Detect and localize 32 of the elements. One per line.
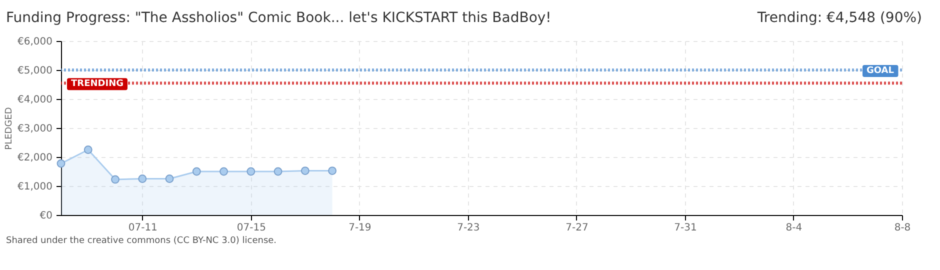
point [84, 146, 92, 154]
x-tick-label: 07-15 [236, 222, 266, 234]
y-axis-title: PLEDGED [4, 107, 15, 150]
point [274, 167, 282, 176]
x-tick-label: 7-31 [674, 222, 697, 234]
x-tick-label: 8-4 [786, 222, 802, 234]
point [300, 166, 310, 175]
chart-subtitle: Trending: €4,548 (90%) [757, 10, 922, 28]
point [111, 175, 120, 184]
text: Shared under the creative commons (CC BY-NC 3.0) license. [5, 236, 278, 246]
ref-line-label: TRENDING [71, 79, 124, 90]
x-tick-label: 7-27 [566, 222, 588, 234]
x-tick-label: 8-8 [894, 222, 911, 234]
point [328, 166, 336, 175]
point [165, 174, 174, 183]
y-tick-label: €4,000 [18, 94, 52, 106]
point [246, 167, 256, 176]
y-tick-label: €2,000 [18, 152, 52, 164]
point [220, 167, 228, 176]
chart-title: Funding Progress: "The Assholios" Comic Book... let's KICKSTART this BadBoy! [6, 10, 552, 28]
y-tick-label: €3,000 [18, 124, 52, 134]
x-tick-label: 7-19 [348, 222, 372, 234]
y-tick-label: €1,000 [18, 182, 52, 192]
point [192, 167, 201, 176]
point [138, 174, 147, 183]
y-tick-label: €5,000 [18, 66, 52, 76]
y-tick-label: €0 [40, 210, 52, 222]
point [56, 159, 66, 168]
x-tick-label: 7-23 [457, 222, 480, 234]
ref-line-label: GOAL [866, 66, 894, 76]
x-tick-label: 07-11 [128, 222, 158, 234]
y-tick-label: €6,000 [18, 36, 52, 48]
